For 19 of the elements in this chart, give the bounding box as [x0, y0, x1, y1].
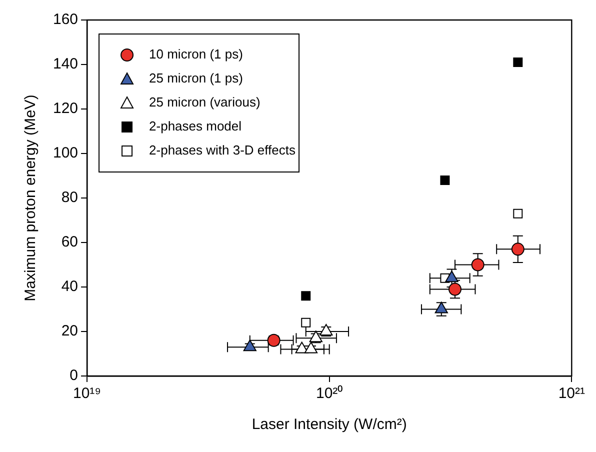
y-tick-label: 120	[52, 100, 78, 118]
y-tick-label: 0	[70, 367, 78, 384]
x-axis-title: Laser Intensity (W/cm²)	[252, 416, 407, 434]
y-tick-label: 60	[61, 234, 78, 251]
y-tick-label: 140	[52, 56, 78, 73]
y-tick-label: 100	[52, 144, 78, 162]
legend-label: 2-phases with 3-D effects	[149, 142, 296, 158]
x-tick-label: 10¹⁹	[72, 385, 102, 402]
y-tick-label: 80	[61, 189, 78, 206]
legend-label: 2-phases model	[149, 118, 242, 134]
legend-label: 10 micron (1 ps)	[149, 46, 243, 62]
y-tick-label: 160	[52, 11, 78, 28]
y-axis-title: Maximum proton energy (MeV)	[22, 94, 40, 302]
x-tick-label: 10²¹	[558, 385, 586, 402]
x-tick-label: 10²⁰	[316, 385, 343, 402]
y-tick-label: 20	[61, 322, 78, 340]
legend-label: 25 micron (1 ps)	[149, 70, 243, 86]
legend-label: 25 micron (various)	[149, 94, 260, 110]
y-tick-label: 40	[61, 278, 78, 296]
